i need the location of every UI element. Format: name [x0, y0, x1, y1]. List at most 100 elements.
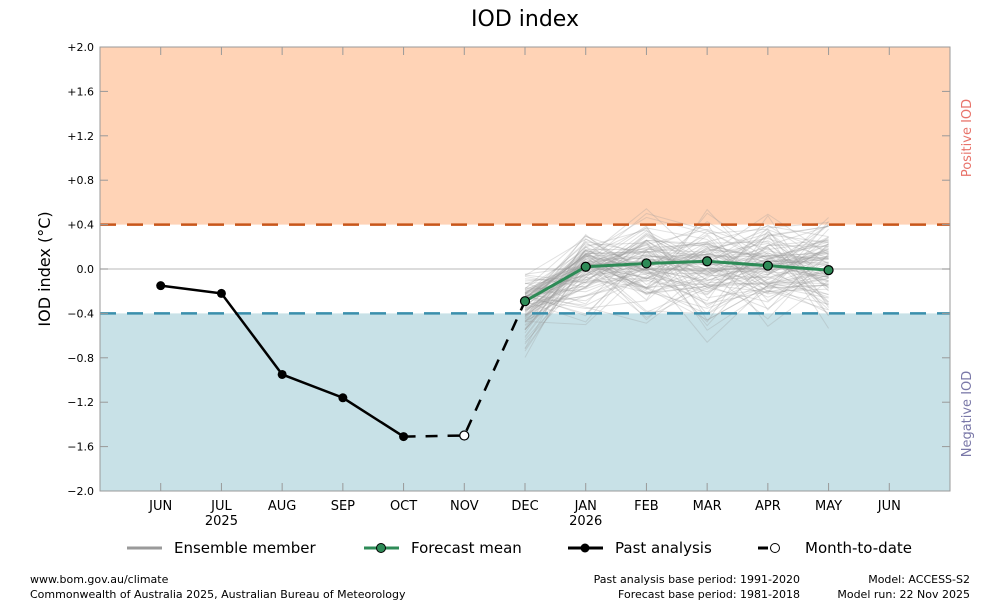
- ensemble-member-line: [524, 242, 829, 331]
- legend-label: Past analysis: [615, 539, 712, 557]
- y-tick-label: −0.8: [67, 352, 94, 365]
- ensemble-member-line: [524, 239, 829, 320]
- ensemble-member-line: [524, 249, 829, 310]
- ensemble-member-line: [524, 226, 829, 297]
- ensemble-member-line: [524, 249, 829, 317]
- footer-past-base: Past analysis base period: 1991-2020: [593, 573, 800, 586]
- ensemble-member-line: [524, 214, 829, 318]
- ensemble-member-line: [524, 234, 829, 302]
- footer-left: www.bom.gov.au/climate Commonwealth of A…: [30, 572, 405, 602]
- ensemble-member-line: [524, 252, 829, 330]
- ensemble-member-line: [524, 241, 829, 292]
- forecast-mean-point: [641, 258, 652, 269]
- forecast-mean-point: [519, 296, 531, 307]
- ensemble-member-line: [524, 239, 829, 305]
- positive-region: [100, 47, 950, 225]
- past-analysis-point: [399, 432, 409, 442]
- ensemble-member-line: [524, 241, 829, 316]
- x-tick-label: SEP: [331, 499, 355, 514]
- month-to-date-point: [459, 430, 470, 441]
- ensemble-member-line: [524, 267, 829, 321]
- ensemble-member-line: [524, 239, 829, 298]
- forecast-mean-point: [702, 256, 713, 267]
- ensemble-member-line: [524, 229, 829, 334]
- ensemble-member-line: [524, 232, 829, 311]
- footer-copyright: Commonwealth of Australia 2025, Australi…: [30, 588, 406, 601]
- y-tick-label: +2.0: [67, 41, 94, 54]
- ensemble-member-line: [524, 252, 829, 326]
- negative-region: [100, 313, 950, 491]
- y-tick-label: +1.6: [67, 85, 94, 98]
- ensemble-member-line: [524, 212, 829, 307]
- ensemble-member-line: [524, 247, 829, 303]
- past-analysis-point: [156, 281, 166, 291]
- ensemble-member-line: [524, 251, 829, 294]
- ensemble-member-line: [524, 234, 829, 341]
- x-tick-label: FEB: [634, 499, 659, 514]
- ensemble-member-line: [524, 264, 829, 314]
- x-tick-label: DEC: [511, 499, 538, 514]
- ensemble-member-line: [524, 248, 829, 309]
- x-tick-label: NOV: [450, 499, 479, 514]
- ensemble-member-line: [524, 225, 829, 322]
- ensemble-member-line: [524, 254, 829, 311]
- positive-iod-label: Positive IOD: [960, 99, 975, 177]
- forecast-mean-point: [823, 265, 834, 276]
- ensemble-member-line: [524, 236, 829, 343]
- ensemble-member-line: [524, 277, 829, 323]
- footer-forecast-base: Forecast base period: 1981-2018: [618, 588, 800, 601]
- ensemble-member-line: [524, 260, 829, 352]
- ensemble-member-line: [524, 225, 829, 321]
- x-tick-label: JUN: [148, 499, 172, 514]
- ensemble-member-line: [524, 241, 829, 304]
- ensemble-member-line: [524, 249, 829, 296]
- ensemble-member-line: [524, 228, 829, 306]
- ensemble-member-line: [524, 233, 829, 295]
- y-tick-label: −1.6: [67, 441, 94, 454]
- legend-mtd-marker: [770, 543, 780, 553]
- year-label: 2025: [205, 514, 238, 529]
- ensemble-member-line: [524, 208, 829, 295]
- forecast-mean-point: [762, 260, 773, 271]
- y-tick-label: +0.8: [67, 174, 94, 187]
- ensemble-member-line: [524, 253, 829, 285]
- x-tick-label: JAN: [574, 499, 597, 514]
- y-tick-label: −2.0: [67, 485, 94, 498]
- ensemble-member-line: [524, 224, 829, 309]
- ensemble-member-line: [524, 249, 829, 319]
- x-tick-label: MAR: [693, 499, 722, 514]
- ensemble-member-line: [524, 241, 829, 292]
- ensemble-member-line: [524, 233, 829, 315]
- x-tick-label: AUG: [268, 499, 296, 514]
- ensemble-member-line: [524, 239, 829, 296]
- ensemble-member-line: [524, 246, 829, 350]
- ensemble-member-line: [524, 241, 829, 329]
- year-label: 2026: [569, 514, 602, 529]
- ensemble-member-line: [524, 229, 829, 308]
- ensemble-member-line: [524, 249, 829, 327]
- ensemble-member-line: [524, 228, 829, 324]
- negative-iod-label: Negative IOD: [960, 371, 975, 458]
- ensemble-member-line: [524, 225, 829, 331]
- ensemble-member-line: [524, 254, 829, 309]
- footer-url[interactable]: www.bom.gov.au/climate: [30, 573, 169, 586]
- ensemble-member-line: [524, 263, 829, 308]
- ensemble-member-line: [524, 258, 829, 343]
- footer-base-periods: Past analysis base period: 1991-2020 For…: [594, 572, 800, 602]
- ensemble-member-line: [524, 235, 829, 286]
- ensemble-member-line: [524, 253, 829, 302]
- ensemble-member-line: [524, 213, 829, 304]
- footer-model-name: Model: ACCESS-S2: [868, 573, 970, 586]
- legend-label: Month-to-date: [805, 539, 912, 557]
- ensemble-member-line: [524, 246, 829, 330]
- ensemble-member-line: [524, 235, 829, 316]
- footer-model: Model: ACCESS-S2 Model run: 22 Nov 2025: [837, 572, 970, 602]
- y-tick-label: −1.2: [67, 396, 94, 409]
- ensemble-member-line: [524, 238, 829, 293]
- ensemble-member-line: [524, 241, 829, 303]
- x-tick-label: OCT: [390, 499, 417, 514]
- ensemble-member-line: [524, 239, 829, 327]
- forecast-mean-line: [524, 259, 829, 303]
- ensemble-member-line: [524, 221, 829, 315]
